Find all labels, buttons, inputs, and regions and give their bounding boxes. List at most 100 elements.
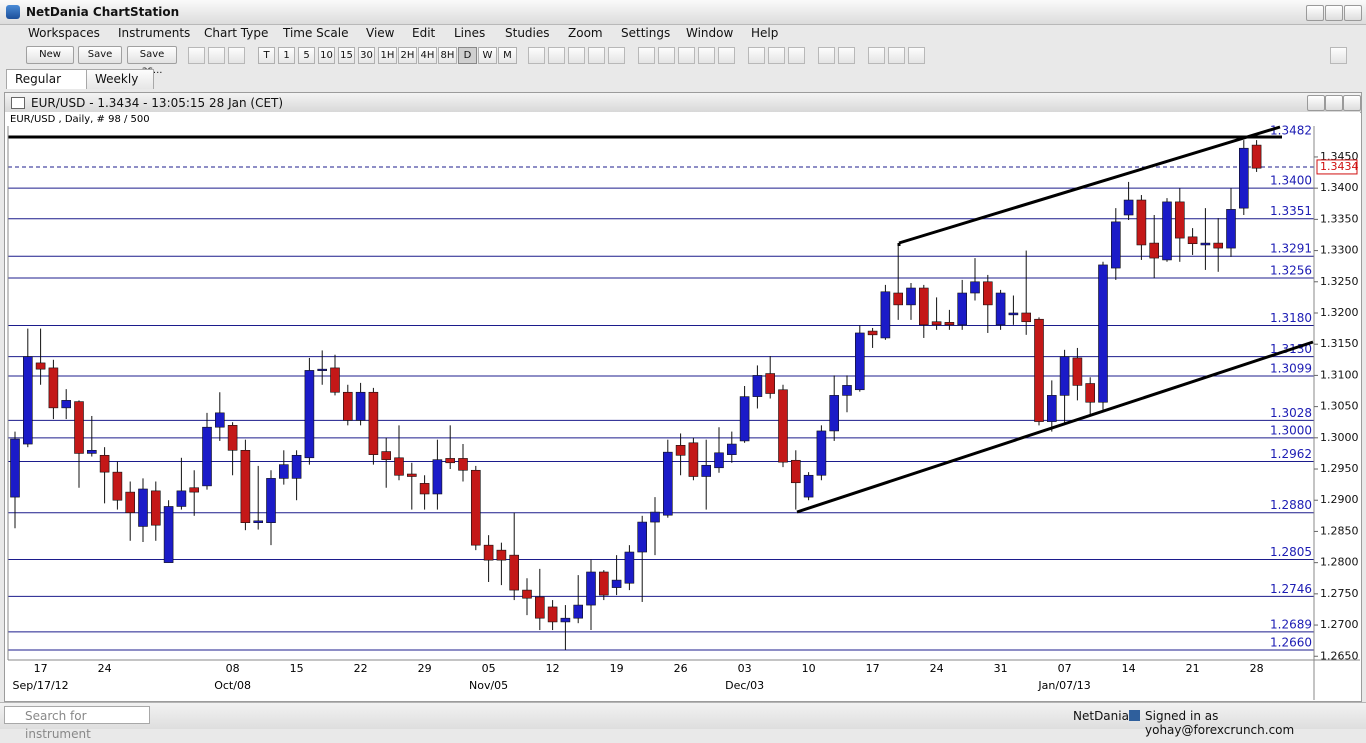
toolbar-icon[interactable] xyxy=(568,47,585,64)
chart-window-title: EUR/USD - 1.3434 - 13:05:15 28 Jan (CET) xyxy=(31,96,284,110)
candle-body xyxy=(61,400,72,409)
toolbar-icon[interactable] xyxy=(528,47,545,64)
toolbar-icon[interactable] xyxy=(838,47,855,64)
candle-body xyxy=(48,367,59,409)
period-button[interactable]: 5 xyxy=(298,47,315,64)
tab[interactable]: Weekly xyxy=(86,69,154,89)
toolbar-icon[interactable] xyxy=(608,47,625,64)
menu-item[interactable]: Time Scale xyxy=(283,26,349,40)
toolbar-icon[interactable] xyxy=(1330,47,1347,64)
period-button[interactable]: T xyxy=(258,47,275,64)
menu-item[interactable]: Edit xyxy=(412,26,436,40)
x-tick-label: 14 xyxy=(1122,662,1136,675)
toolbar-icon[interactable] xyxy=(748,47,765,64)
minimize-button[interactable] xyxy=(1306,5,1324,21)
period-button[interactable]: 15 xyxy=(338,47,355,64)
candle-body xyxy=(1251,144,1262,169)
x-month-label: Sep/17/12 xyxy=(13,679,69,692)
period-button[interactable]: W xyxy=(478,47,497,64)
menu-item[interactable]: Settings xyxy=(621,26,671,40)
period-button[interactable]: 8H xyxy=(438,47,457,64)
connection-indicator xyxy=(1129,710,1140,721)
toolbar-icon[interactable] xyxy=(908,47,925,64)
period-button[interactable]: 1H xyxy=(378,47,397,64)
chart-minimize-button[interactable] xyxy=(1307,95,1325,111)
y-tick-label: 1.3300 xyxy=(1320,244,1359,257)
x-tick-label: 24 xyxy=(930,662,944,675)
toolbar-icon[interactable] xyxy=(678,47,695,64)
toolbar-button[interactable]: Save as... xyxy=(127,46,177,76)
toolbar-icon[interactable] xyxy=(818,47,835,64)
toolbar-icon[interactable] xyxy=(698,47,715,64)
y-tick-label: 1.2750 xyxy=(1320,587,1359,600)
level-label: 1.3351 xyxy=(1270,204,1312,218)
maximize-button[interactable] xyxy=(1325,5,1343,21)
menu-item[interactable]: Zoom xyxy=(568,26,603,40)
period-button[interactable]: D xyxy=(458,47,477,64)
status-bar: Search for instrument NetDania Signed in… xyxy=(0,702,1366,741)
tab[interactable]: Regular xyxy=(6,69,92,89)
x-tick-label: 29 xyxy=(418,662,432,675)
menu-item[interactable]: Window xyxy=(686,26,734,40)
candle-body xyxy=(151,490,161,526)
menu-item[interactable]: Chart Type xyxy=(204,26,269,40)
x-tick-label: 26 xyxy=(674,662,688,675)
candle-body xyxy=(995,292,1006,326)
candle-body xyxy=(1021,312,1032,323)
menu-item[interactable]: Instruments xyxy=(118,26,191,40)
search-box[interactable]: Search for instrument xyxy=(4,706,150,741)
candle-body xyxy=(534,596,545,619)
chart-type-icon[interactable] xyxy=(228,47,245,64)
x-tick-label: 28 xyxy=(1250,662,1264,675)
candle-body xyxy=(381,451,392,460)
y-tick-label: 1.2900 xyxy=(1320,493,1359,506)
menu-item[interactable]: Help xyxy=(751,26,779,40)
candle-body xyxy=(1085,383,1095,403)
period-button[interactable]: 1 xyxy=(278,47,295,64)
title-bar: NetDania ChartStation xyxy=(0,0,1366,25)
menu-item[interactable]: Studies xyxy=(505,26,550,40)
level-label: 1.3000 xyxy=(1270,423,1312,437)
chart-maximize-button[interactable] xyxy=(1325,95,1343,111)
candle-body xyxy=(918,287,929,326)
candle-body xyxy=(1034,318,1044,422)
toolbar-icon[interactable] xyxy=(788,47,805,64)
candle-body xyxy=(163,506,174,563)
chart-type-icon[interactable] xyxy=(208,47,225,64)
candle-body xyxy=(778,389,788,463)
period-button[interactable]: 4H xyxy=(418,47,437,64)
toolbar-icon[interactable] xyxy=(868,47,885,64)
toolbar-icon[interactable] xyxy=(768,47,785,64)
menu-item[interactable]: Workspaces xyxy=(28,26,100,40)
toolbar-button[interactable]: Save xyxy=(78,46,122,64)
menu-item[interactable]: View xyxy=(366,26,395,40)
toolbar-icon[interactable] xyxy=(718,47,735,64)
toolbar-icon[interactable] xyxy=(638,47,655,64)
y-tick-label: 1.2800 xyxy=(1320,556,1359,569)
toolbar-icon[interactable] xyxy=(588,47,605,64)
period-button[interactable]: 10 xyxy=(318,47,335,64)
candle-body xyxy=(739,396,750,442)
chart-type-icon[interactable] xyxy=(188,47,205,64)
candle-body xyxy=(317,368,328,371)
candle-body xyxy=(893,292,904,306)
period-button[interactable]: 30 xyxy=(358,47,375,64)
toolbar-icon[interactable] xyxy=(888,47,905,64)
candle-body xyxy=(509,554,520,591)
candle-body xyxy=(445,458,456,464)
period-button[interactable]: M xyxy=(498,47,517,64)
x-tick-label: 21 xyxy=(1186,662,1200,675)
menu-item[interactable]: Lines xyxy=(454,26,486,40)
toolbar-icon[interactable] xyxy=(548,47,565,64)
candle-body xyxy=(125,491,135,514)
candle-body xyxy=(816,430,827,476)
period-button[interactable]: 2H xyxy=(398,47,417,64)
x-tick-label: 08 xyxy=(226,662,240,675)
close-button[interactable] xyxy=(1344,5,1362,21)
candle-body xyxy=(432,459,443,495)
chart-close-button[interactable] xyxy=(1343,95,1361,111)
toolbar-icon[interactable] xyxy=(658,47,675,64)
chart-background xyxy=(5,112,1360,700)
toolbar-button[interactable]: New xyxy=(26,46,74,64)
candle-body xyxy=(931,321,942,326)
